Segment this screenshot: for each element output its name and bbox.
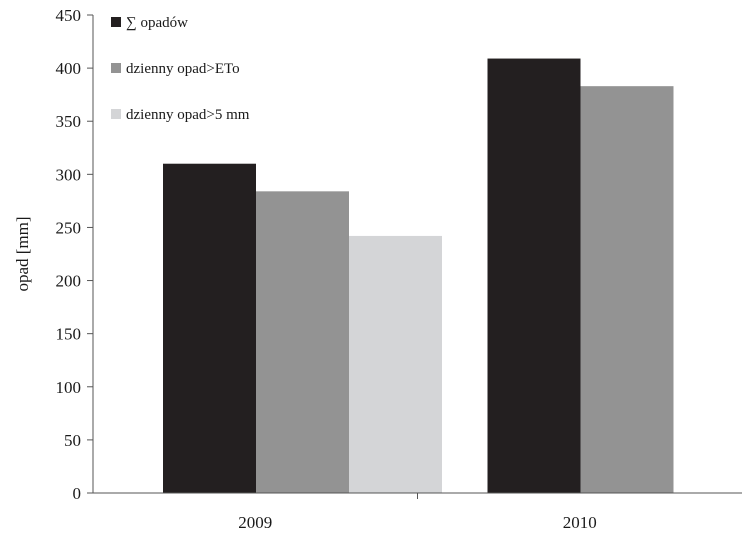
bar-2009-series-1	[163, 163, 256, 493]
legend-swatch	[111, 109, 121, 119]
legend-label: dzienny opad>ETo	[126, 61, 240, 77]
x-axis-labels: 2009 2010	[238, 493, 597, 532]
y-tick-label: 200	[56, 272, 82, 291]
y-axis-title: opad [mm]	[13, 216, 32, 291]
bar-2010-series-1	[487, 58, 581, 493]
y-tick-label: 250	[56, 218, 82, 237]
y-tick-label: 450	[56, 6, 82, 25]
y-tick-label: 0	[73, 484, 82, 503]
y-tick-label: 350	[56, 112, 82, 131]
bars	[163, 58, 674, 494]
y-tick-label: 300	[56, 165, 82, 184]
x-category-label: 2009	[238, 513, 272, 532]
y-tick-label: 150	[56, 325, 82, 344]
y-tick-label: 400	[56, 59, 82, 78]
bar-2010-series-2	[580, 86, 674, 494]
bar-2009-series-2	[256, 191, 349, 493]
legend-label: ∑ opadów	[126, 15, 188, 31]
x-category-label: 2010	[563, 513, 597, 532]
legend-swatch	[111, 63, 121, 73]
legend: ∑ opadów dzienny opad>ETo dzienny opad>5 m…	[111, 15, 250, 123]
y-axis-ticks: 0 50 100 150 200 250 300 350 400 450	[56, 6, 93, 503]
y-tick-label: 100	[56, 378, 82, 397]
y-tick-label: 50	[64, 431, 81, 450]
legend-label: dzienny opad>5 mm	[126, 107, 250, 123]
legend-swatch	[111, 17, 121, 27]
bar-2009-series-3	[349, 235, 442, 494]
